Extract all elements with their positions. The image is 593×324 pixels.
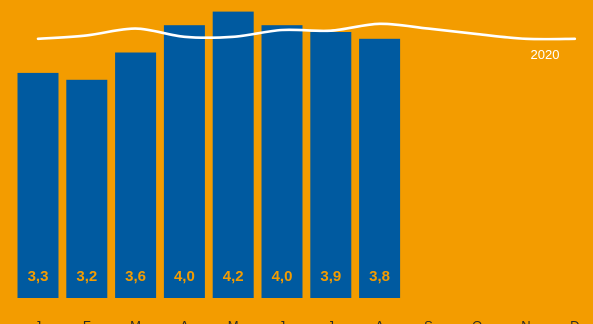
- x-tick-4: A: [180, 318, 189, 324]
- series-label-2020: 2020: [531, 47, 560, 62]
- value-label-3: 3,6: [125, 268, 146, 285]
- bar-8: [359, 38, 401, 299]
- x-tick-12: D: [570, 318, 579, 324]
- bar-1: [17, 72, 59, 299]
- bar-3: [115, 52, 157, 298]
- x-tick-2: F: [83, 318, 91, 324]
- x-tick-10: O: [472, 318, 482, 324]
- value-labels: 3,3 3,2 3,6 4,0 4,2 4,0 3,9 3,8: [28, 268, 390, 285]
- x-tick-8: A: [375, 318, 384, 324]
- value-label-1: 3,3: [28, 268, 49, 285]
- x-tick-7: J: [328, 318, 335, 324]
- x-tick-3: M: [130, 318, 141, 324]
- bar-7: [310, 32, 352, 298]
- x-tick-1: J: [35, 318, 42, 324]
- x-tick-5: M: [228, 318, 239, 324]
- bar-6: [261, 25, 303, 298]
- bar-4: [163, 25, 205, 298]
- bars: [17, 11, 401, 299]
- value-label-4: 4,0: [174, 268, 195, 285]
- bar-5: [212, 11, 254, 298]
- value-label-8: 3,8: [369, 268, 390, 285]
- value-label-6: 4,0: [272, 268, 293, 285]
- bar-2: [66, 79, 108, 298]
- value-label-5: 4,2: [223, 268, 244, 285]
- x-tick-9: S: [424, 318, 433, 324]
- x-tick-11: N: [521, 318, 530, 324]
- x-tick-labels: JFMAMJJASOND: [35, 318, 580, 324]
- value-label-2: 3,2: [76, 268, 97, 285]
- value-label-7: 3,9: [320, 268, 341, 285]
- line-2020: [36, 22, 577, 41]
- x-tick-6: J: [279, 318, 286, 324]
